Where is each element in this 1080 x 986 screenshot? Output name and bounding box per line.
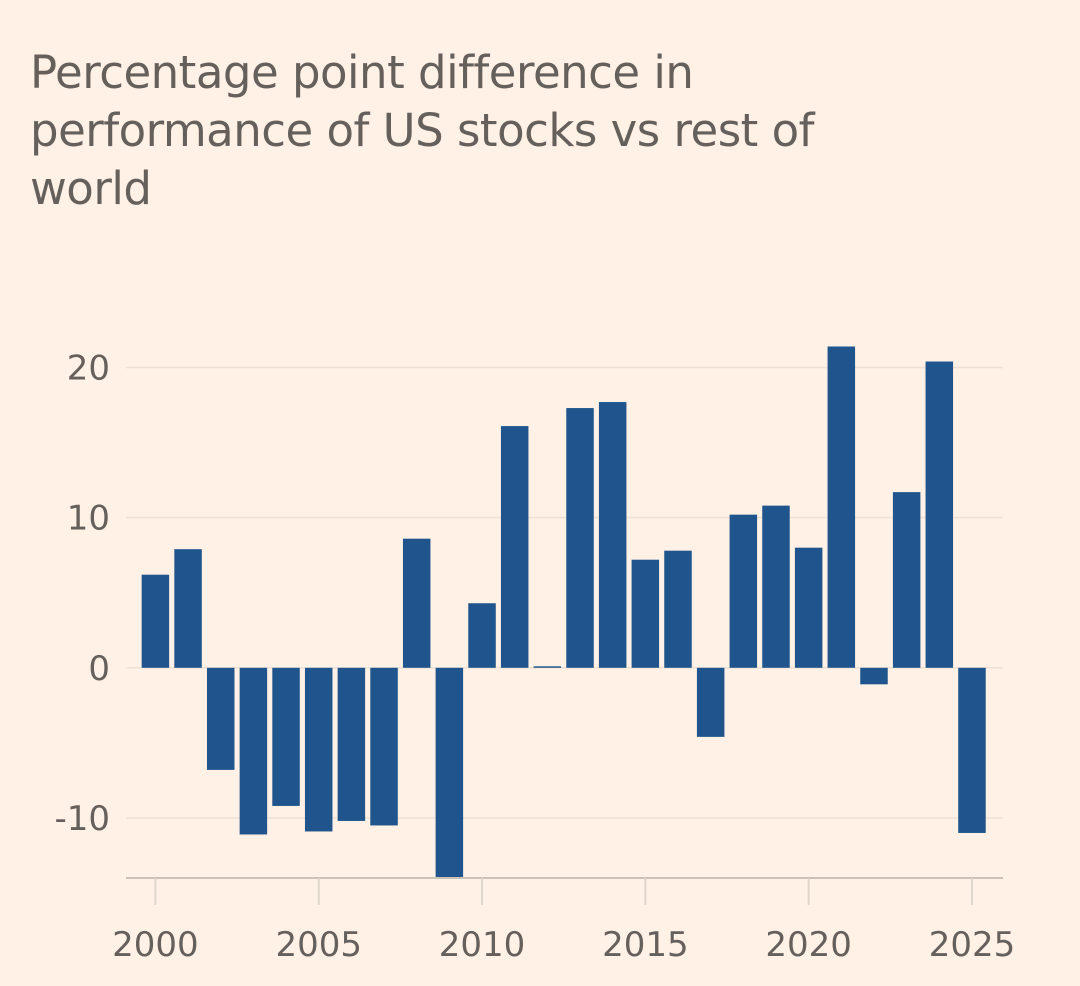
bar-2009 bbox=[435, 667, 464, 878]
bar-2019 bbox=[762, 505, 790, 668]
y-tick-label: 0 bbox=[88, 649, 110, 689]
bar-2015 bbox=[631, 559, 660, 668]
x-tick-label: 2025 bbox=[929, 925, 1016, 965]
bar-2020 bbox=[794, 547, 823, 668]
bar-2024 bbox=[925, 361, 954, 668]
chart-title: Percentage point difference in performan… bbox=[30, 46, 815, 215]
bar-2006 bbox=[337, 667, 366, 821]
bar-2003 bbox=[239, 667, 268, 835]
bar-2005 bbox=[304, 667, 333, 832]
bar-2016 bbox=[664, 550, 692, 668]
bar-2014 bbox=[598, 402, 627, 668]
bar-2012 bbox=[533, 666, 562, 668]
x-axis bbox=[126, 877, 1003, 905]
bar-2018 bbox=[729, 514, 758, 668]
bar-2022 bbox=[860, 667, 888, 685]
y-tick-label: 10 bbox=[67, 499, 110, 539]
y-tick-label: 20 bbox=[67, 349, 110, 389]
bar-2011 bbox=[500, 426, 529, 668]
bar-2008 bbox=[402, 538, 431, 668]
bar-2010 bbox=[468, 603, 496, 668]
bar-2017 bbox=[696, 667, 725, 737]
bar-2025 bbox=[958, 667, 986, 833]
x-tick-label: 2005 bbox=[275, 925, 362, 965]
x-tick-label: 2010 bbox=[439, 925, 526, 965]
x-axis-labels: 2000 2005 2010 2015 2020 2025 bbox=[112, 925, 1015, 965]
bar-2002 bbox=[206, 667, 235, 770]
x-tick-label: 2015 bbox=[602, 925, 689, 965]
x-tick-label: 2020 bbox=[765, 925, 852, 965]
bar-2001 bbox=[174, 549, 202, 668]
gridlines bbox=[126, 366, 1003, 819]
bar-2000 bbox=[141, 574, 170, 668]
bar-2007 bbox=[370, 667, 398, 826]
bar-2023 bbox=[892, 492, 921, 668]
bar-2004 bbox=[272, 667, 300, 806]
x-tick-label: 2000 bbox=[112, 925, 199, 965]
y-tick-label: -10 bbox=[54, 799, 110, 839]
y-axis-labels: -10 0 10 20 bbox=[54, 349, 110, 839]
bars bbox=[141, 346, 986, 878]
bar-2021 bbox=[827, 346, 856, 668]
bar-2013 bbox=[566, 408, 594, 668]
